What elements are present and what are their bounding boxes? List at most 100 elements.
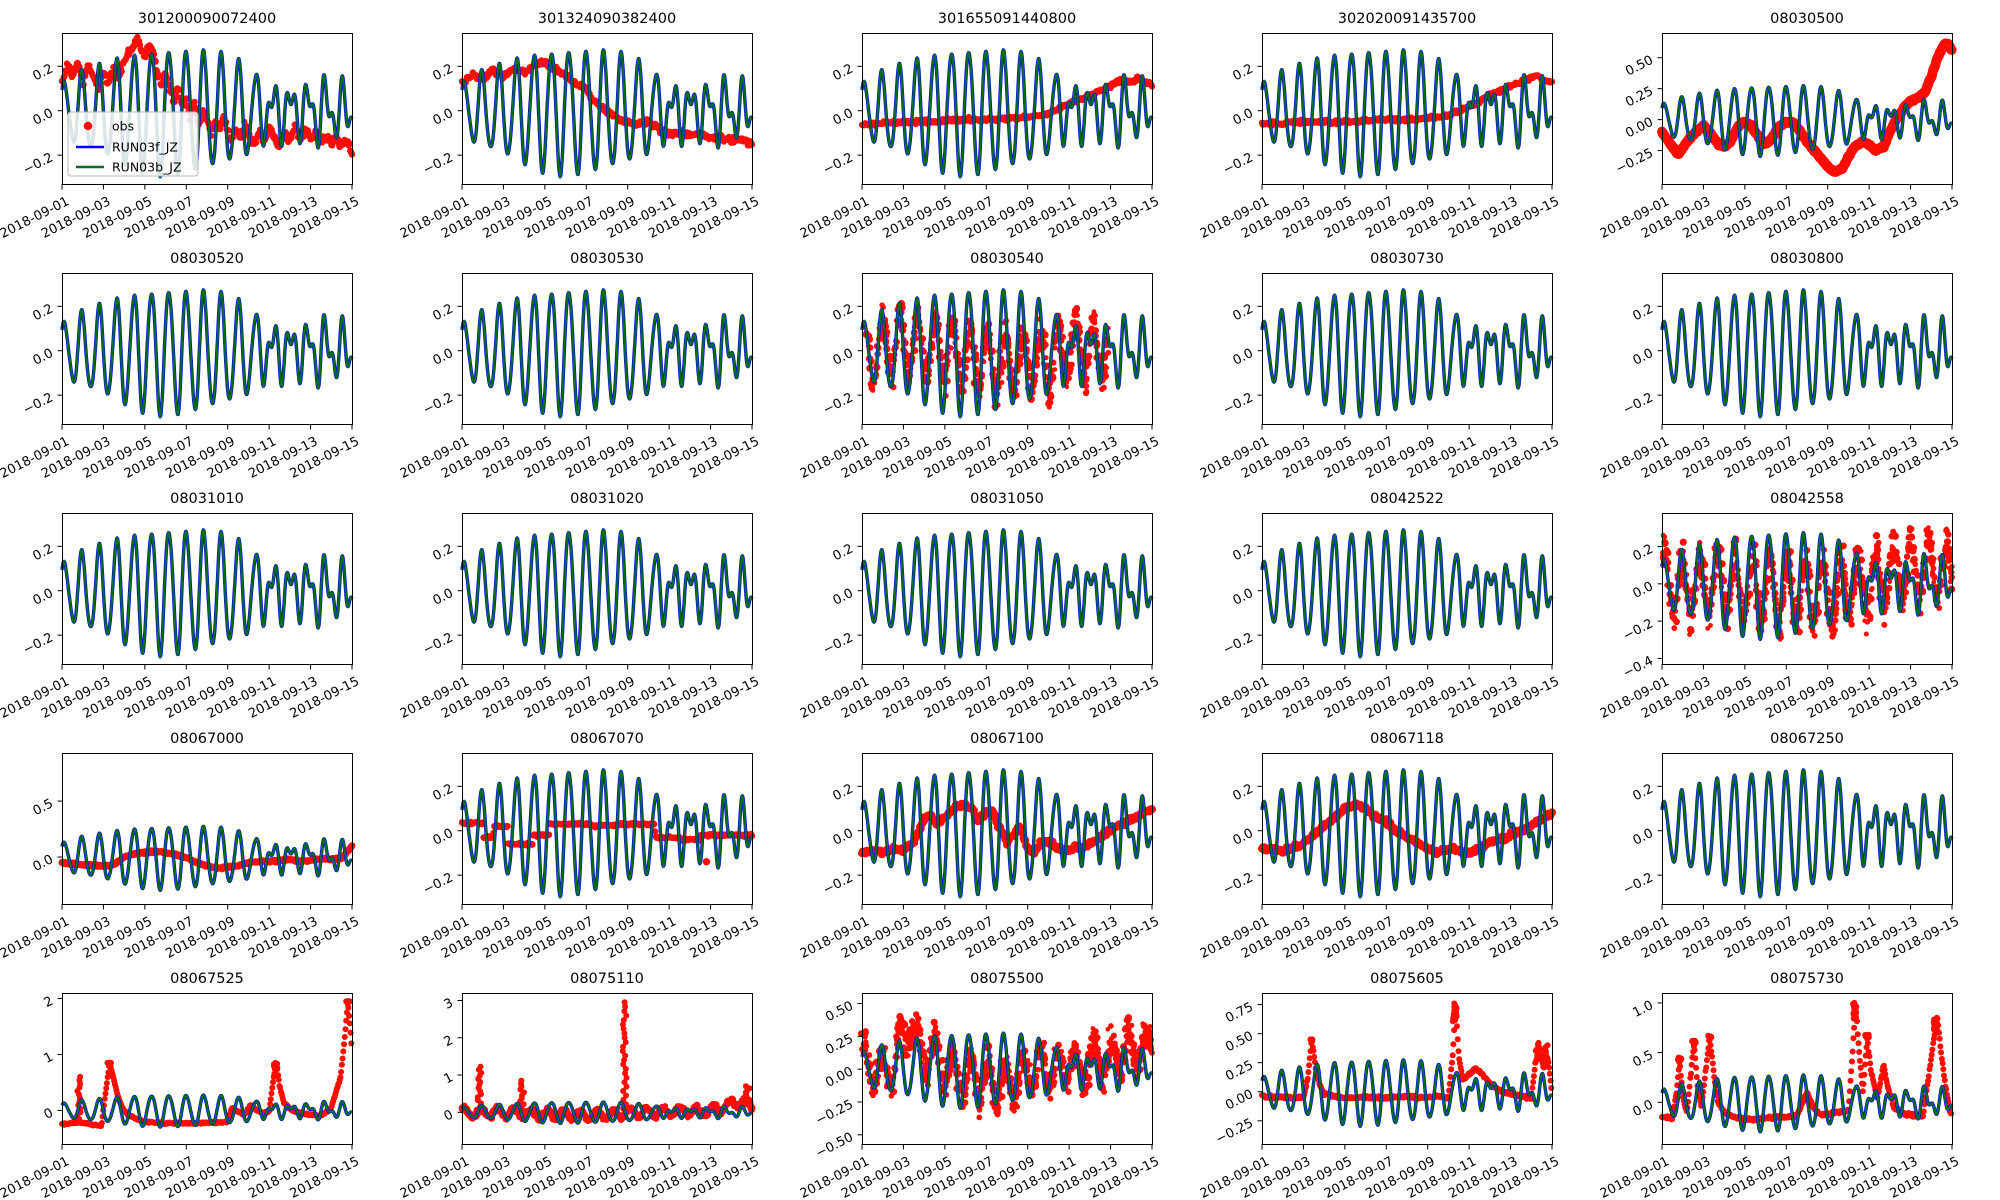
y-tick-label: 0.0: [1231, 346, 1256, 369]
subplot-title: 08067070: [570, 731, 644, 747]
run03b-line: [60, 288, 354, 418]
plot-svg-301200090072400: 2018-09-012018-09-032018-09-052018-09-07…: [0, 11, 362, 240]
y-tick-label: −0.2: [421, 390, 456, 418]
y-tick-label: 0.5: [1631, 1048, 1656, 1071]
y-tick-label: 1: [42, 1050, 56, 1067]
run03b-line: [460, 768, 754, 898]
y-tick-label: −0.2: [421, 630, 456, 658]
y-tick-label: 0.0: [31, 586, 56, 609]
subplot-08030520: 2018-09-01 2018-09-03 2018-09-05 2018-09-07…: [0, 240, 400, 480]
axes-box: [62, 33, 353, 185]
run03b-line: [60, 825, 353, 892]
y-tick-label: 0.25: [1623, 84, 1656, 111]
y-tick-label: −0.50: [814, 1130, 856, 1161]
subplot-title: 08042558: [1770, 491, 1844, 507]
y-tick-label: 0.2: [1631, 302, 1656, 325]
axes-box: [462, 993, 753, 1145]
y-tick-label: −0.2: [821, 870, 856, 898]
y-tick-label: 0.2: [1631, 542, 1656, 565]
y-tick-label: −0.2: [21, 390, 56, 418]
subplot-title: 08030730: [1370, 251, 1444, 267]
run03b-line: [1260, 768, 1554, 898]
axes-box: [862, 753, 1153, 905]
subplot-08067100: 2018-09-01 2018-09-03 2018-09-05 2018-09-07…: [800, 720, 1200, 960]
y-tick-label: 2: [42, 994, 56, 1011]
plot-svg-08031020: 2018-09-012018-09-032018-09-052018-09-07…: [400, 491, 762, 720]
subplot-title: 08067250: [1770, 731, 1844, 747]
axes-box: [862, 33, 1153, 185]
plot-svg-08030500: 2018-09-012018-09-032018-09-052018-09-07…: [1600, 11, 1962, 240]
subplot-title: 08075730: [1770, 971, 1844, 987]
plot-svg-08067525: 2018-09-012018-09-032018-09-052018-09-07…: [0, 971, 362, 1200]
y-tick-label: 0.2: [1231, 62, 1256, 85]
subplot-title: 08031050: [970, 491, 1044, 507]
axes-box: [62, 993, 353, 1145]
subplot-title: 08031010: [170, 491, 244, 507]
plot-svg-08030800: 2018-09-012018-09-032018-09-052018-09-07…: [1600, 251, 1962, 480]
subplot-08067118: 2018-09-01 2018-09-03 2018-09-05 2018-09-07…: [1200, 720, 1600, 960]
subplot-08042558: 2018-09-01 2018-09-03 2018-09-05 2018-09-07…: [1600, 480, 2000, 720]
y-tick-label: 0.2: [1231, 302, 1256, 325]
subplot-title: 08075110: [570, 971, 644, 987]
axes-box: [1262, 993, 1553, 1145]
y-tick-label: 0.0: [1631, 579, 1656, 602]
subplot-08075110: 2018-09-01 2018-09-03 2018-09-05 2018-09-07…: [400, 960, 800, 1200]
y-tick-label: −0.25: [1614, 146, 1656, 177]
y-tick-label: −0.2: [1621, 870, 1656, 898]
plot-svg-08030730: 2018-09-012018-09-032018-09-052018-09-07…: [1200, 251, 1562, 480]
y-tick-label: 0.0: [831, 586, 856, 609]
axes-box: [1262, 513, 1553, 665]
plot-svg-301324090382400: 2018-09-012018-09-032018-09-052018-09-07…: [400, 11, 762, 240]
y-tick-label: 0.2: [1631, 782, 1656, 805]
axes-box: [462, 753, 753, 905]
subplot-08067525: 2018-09-01 2018-09-03 2018-09-05 2018-09-07…: [0, 960, 400, 1200]
subplot-title: 301200090072400: [138, 11, 276, 27]
y-tick-label: 0.2: [1231, 782, 1256, 805]
subplot-302020091435700: 2018-09-01 2018-09-03 2018-09-05 2018-09-07…: [1200, 0, 1600, 240]
run03b-line: [460, 48, 754, 178]
y-tick-label: 0.00: [823, 1064, 856, 1091]
y-tick-label: 0.75: [1223, 1000, 1256, 1027]
y-tick-label: 0.0: [1231, 586, 1256, 609]
y-tick-label: 1: [442, 1070, 456, 1087]
y-tick-label: −0.25: [814, 1097, 856, 1128]
y-tick-label: −0.2: [421, 870, 456, 898]
y-tick-label: 0: [442, 1108, 456, 1125]
run03b-line: [1660, 768, 1954, 898]
subplot-08075730: 2018-09-01 2018-09-03 2018-09-05 2018-09-07…: [1600, 960, 2000, 1200]
axes-box: [1662, 753, 1953, 905]
plot-svg-08042522: 2018-09-012018-09-032018-09-052018-09-07…: [1200, 491, 1562, 720]
y-tick-label: 0.50: [1623, 53, 1656, 80]
y-tick-label: 0.50: [1223, 1029, 1256, 1056]
legend: obs RUN03f_JZ RUN03b_JZ: [67, 111, 199, 177]
plot-svg-08031010: 2018-09-012018-09-032018-09-052018-09-07…: [0, 491, 362, 720]
subplot-title: 302020091435700: [1338, 11, 1476, 27]
y-tick-label: 0.2: [431, 302, 456, 325]
subplot-08075500: 2018-09-01 2018-09-03 2018-09-05 2018-09-07…: [800, 960, 1200, 1200]
y-tick-label: −0.2: [1621, 616, 1656, 644]
plot-svg-08075110: 2018-09-012018-09-032018-09-052018-09-07…: [400, 971, 762, 1200]
y-tick-label: −0.2: [1221, 390, 1256, 418]
subplot-301200090072400: 2018-09-01 2018-09-03 2018-09-05 2018-09-07…: [0, 0, 400, 240]
y-tick-label: 0.0: [431, 826, 456, 849]
run03b-line: [1660, 1073, 1953, 1133]
y-tick-label: 0.25: [1223, 1058, 1256, 1085]
axes-box: [1662, 33, 1953, 185]
legend-label: obs: [112, 119, 134, 134]
y-tick-label: −0.2: [21, 630, 56, 658]
plot-svg-08075500: 2018-09-012018-09-032018-09-052018-09-07…: [800, 971, 1162, 1200]
subplot-title: 08067525: [170, 971, 244, 987]
axes-box: [1662, 273, 1953, 425]
axes-box: [62, 753, 353, 905]
y-tick-label: 3: [442, 996, 456, 1013]
plot-svg-08075730: 2018-09-012018-09-032018-09-052018-09-07…: [1600, 971, 1962, 1200]
run03b-line: [1660, 531, 1954, 641]
y-tick-label: −0.4: [1621, 654, 1656, 682]
axes-box: [62, 513, 353, 665]
plot-svg-302020091435700: 2018-09-012018-09-032018-09-052018-09-07…: [1200, 11, 1562, 240]
run03b-line: [860, 48, 1154, 178]
plot-svg-08030530: 2018-09-012018-09-032018-09-052018-09-07…: [400, 251, 762, 480]
axes-box: [1662, 993, 1953, 1145]
subplot-08030500: 2018-09-01 2018-09-03 2018-09-05 2018-09-07…: [1600, 0, 2000, 240]
y-tick-label: 0.2: [31, 542, 56, 565]
